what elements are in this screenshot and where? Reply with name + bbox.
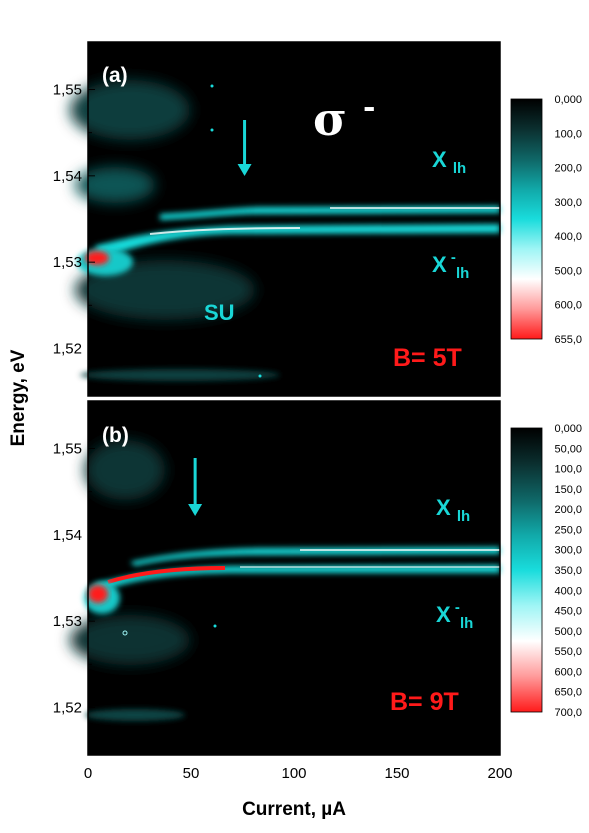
x-tick-label: 0: [84, 765, 92, 782]
svg-text:X - lh: X - lh: [436, 592, 473, 632]
svg-text:X lh: X lh: [432, 147, 466, 177]
panel-b-glow-bottom: [85, 709, 185, 721]
colorbar-label: 100,0: [554, 128, 582, 140]
panel-b-band-red: [107, 566, 226, 584]
panel-a-label: (a): [102, 64, 128, 87]
panel-b-label: (b): [102, 424, 129, 447]
colorbar-label: 0,000: [554, 94, 582, 106]
panel-a-peak: [85, 251, 109, 265]
panel-a: (a) σ - X lh X - lh SU B= 5T 1,521,531,5…: [53, 41, 501, 397]
colorbar-label: 0,000: [554, 423, 582, 435]
y-tick-label: 1,52: [53, 700, 82, 717]
panel-a-band-xlh-minus-core: [149, 227, 301, 235]
x-tick-label: 200: [487, 765, 512, 782]
panel-b-xlh-minus-sup: -: [455, 599, 460, 616]
panel-b-xlh-label: X: [436, 495, 451, 520]
panel-a-arrow-head: [237, 164, 252, 176]
colorbar-label: 250,0: [554, 524, 582, 536]
panel-a-xlh-minus-sup: -: [451, 249, 456, 266]
colorbar-a-ticks: 0,000 100,0 200,0 300,0 400,0 500,0 600,0 655,0: [554, 94, 582, 346]
panel-a-glow-bottom: [80, 369, 280, 381]
panel-a-speck: [210, 84, 214, 88]
colorbar-label: 100,0: [554, 464, 582, 476]
x-tick-label: 100: [281, 765, 306, 782]
colorbar-label: 350,0: [554, 565, 582, 577]
colorbar-label: 150,0: [554, 484, 582, 496]
panel-b-arrow-head: [188, 504, 203, 516]
panel-b-heatmap: [70, 440, 500, 721]
colorbar-a: 0,000 100,0 200,0 300,0 400,0 500,0 600,0 655,0: [510, 94, 582, 346]
colorbar-label: 450,0: [554, 606, 582, 618]
panel-a-sigma-sup: -: [363, 90, 375, 125]
x-axis: 0 50 100 150 200: [84, 389, 513, 782]
colorbar-label: 300,0: [554, 545, 582, 557]
y-tick-label: 1,54: [53, 168, 82, 185]
colorbar-label: 400,0: [554, 231, 582, 243]
svg-text:σ -: σ -: [313, 90, 375, 146]
y-tick-label: 1,55: [53, 440, 82, 457]
x-tick-label: 150: [384, 765, 409, 782]
panel-b-xlh-minus-label: X: [436, 602, 451, 627]
panel-a-xlh-label: X: [432, 147, 447, 172]
colorbar-label: 600,0: [554, 666, 582, 678]
y-tick-label: 1,55: [53, 81, 82, 98]
panel-a-speck: [258, 374, 262, 378]
panel-a-band-xlh: [160, 206, 500, 220]
panel-b-peak: [88, 585, 108, 603]
y-tick-label: 1,54: [53, 527, 82, 544]
colorbar-label: 655,0: [554, 334, 582, 346]
colorbar-label: 550,0: [554, 646, 582, 658]
panel-a-speck: [210, 128, 214, 132]
panel-a-su-label: SU: [204, 300, 235, 325]
panel-b-speck: [213, 624, 217, 628]
colorbar-a-scale: [510, 98, 543, 340]
panel-b: (b) X lh X - lh B= 9T 1,52 1,53 1,54 1,55: [53, 400, 501, 756]
panel-b-xlh-sub: lh: [457, 508, 470, 525]
colorbar-b-ticks: 0,000 50,00 100,0 150,0 200,0 250,0 300,0 350,0…: [554, 423, 582, 719]
colorbar-label: 300,0: [554, 197, 582, 209]
colorbar-b: 0,000 50,00 100,0 150,0 200,0 250,0 300,0 350,0…: [510, 423, 582, 719]
y-axis-label: Energy, eV: [8, 349, 29, 446]
colorbar-label: 200,0: [554, 163, 582, 175]
panel-b-band-xlh-minus: [95, 565, 500, 592]
y-tick-label: 1,52: [53, 341, 82, 358]
panel-a-xlh-sub: lh: [453, 160, 466, 177]
svg-text:X - lh: X - lh: [432, 242, 469, 282]
colorbar-label: 500,0: [554, 626, 582, 638]
y-tick-label: 1,53: [53, 254, 82, 271]
svg-text:X lh: X lh: [436, 495, 470, 525]
panel-b-speck: [122, 630, 128, 636]
x-tick-label: 50: [183, 765, 200, 782]
panel-b-glow-upper: [85, 440, 165, 500]
panel-a-glow-su: [75, 260, 255, 320]
colorbar-label: 400,0: [554, 585, 582, 597]
panel-b-band-xlh: [130, 547, 500, 566]
panel-b-glow-lower: [70, 615, 190, 665]
panel-b-band-xlh-core: [300, 549, 500, 551]
colorbar-label: 700,0: [554, 707, 582, 719]
x-axis-label: Current, µA: [242, 799, 346, 820]
panel-a-band-xlh-minus: [95, 224, 500, 258]
panel-b-xlh-minus-sub: lh: [460, 615, 473, 632]
panel-a-glow-mid: [75, 167, 155, 203]
y-tick-label: 1,53: [53, 613, 82, 630]
colorbar-label: 200,0: [554, 504, 582, 516]
panel-a-xlh-minus-label: X: [432, 252, 447, 277]
colorbar-label: 500,0: [554, 265, 582, 277]
panel-a-y-axis: 1,52 1,53 1,54 1,55: [53, 45, 95, 393]
panel-a-xlh-minus-sub: lh: [456, 265, 469, 282]
colorbar-label: 650,0: [554, 687, 582, 699]
colorbar-label: 50,00: [554, 443, 582, 455]
panel-b-y-axis: 1,52 1,53 1,54 1,55: [53, 404, 95, 752]
panel-b-field-label: B= 9T: [390, 688, 459, 716]
panel-a-glow-upper: [70, 80, 190, 140]
colorbar-label: 600,0: [554, 300, 582, 312]
panel-a-band-xlh-core: [330, 207, 500, 209]
colorbar-b-scale: [510, 427, 543, 713]
panel-a-sigma: σ: [313, 92, 347, 146]
panel-a-field-label: B= 5T: [393, 344, 462, 372]
